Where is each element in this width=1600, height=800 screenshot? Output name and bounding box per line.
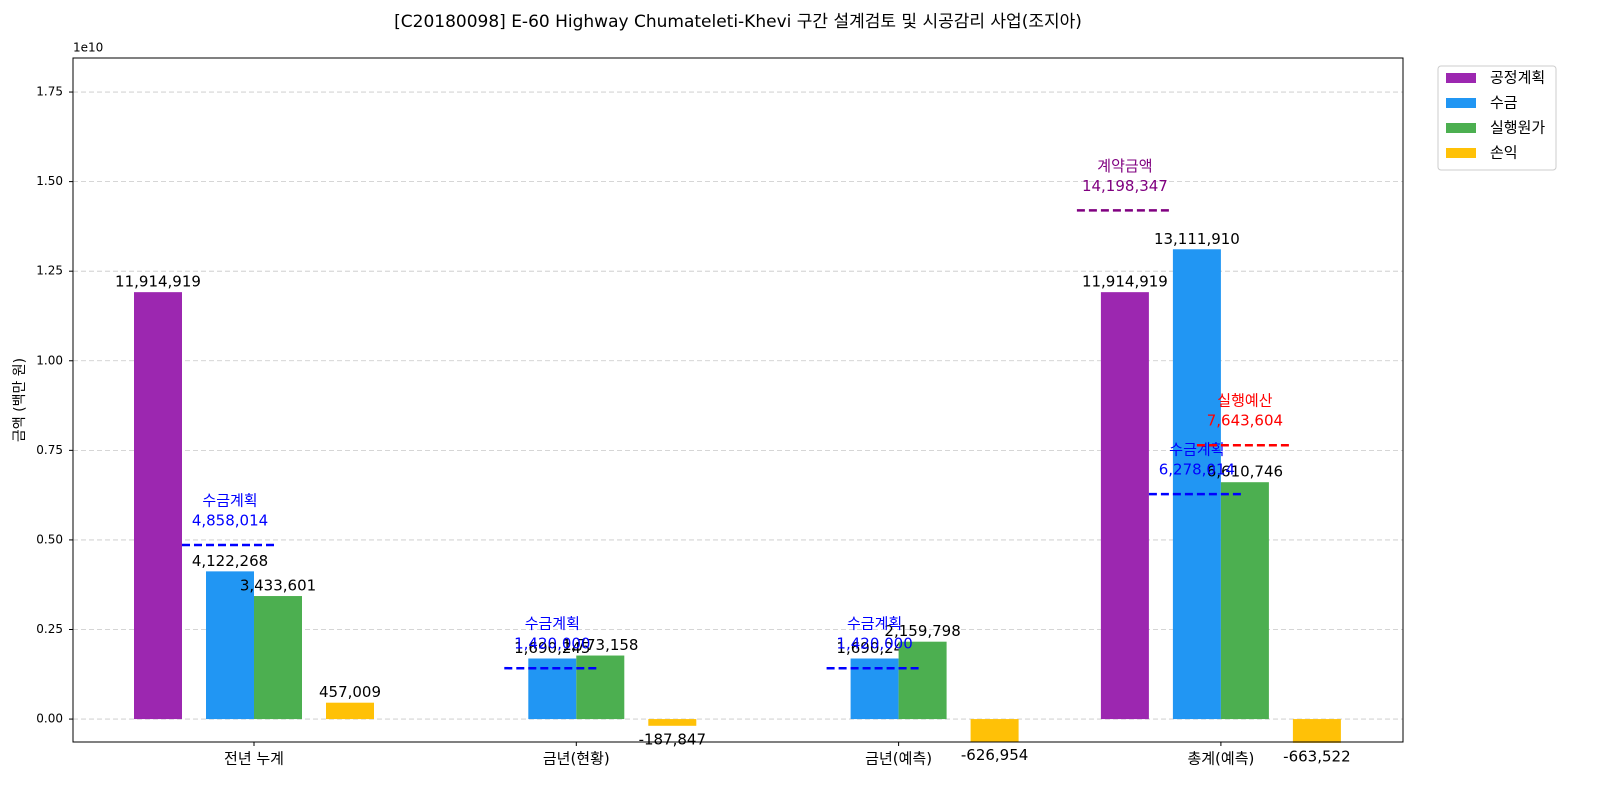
reference-value-label: 14,198,347 (1082, 177, 1168, 195)
reference-value-label: 7,643,604 (1207, 412, 1283, 430)
y-tick-label: 1.25 (36, 264, 63, 278)
data-label: 4,122,268 (192, 552, 268, 570)
x-tick-label: 총계(예측) (1187, 750, 1254, 768)
bar (326, 702, 374, 720)
reference-value-label: 1,420,000 (514, 635, 590, 653)
y-tick-label: 1.75 (36, 85, 63, 99)
data-label: 1,690,245 (514, 639, 590, 657)
reference-label: 수금계획 (202, 492, 257, 510)
legend-swatch (1446, 73, 1476, 83)
y-tick-label: 0.75 (36, 443, 63, 457)
reference-label: 계약금액 (1097, 157, 1152, 175)
bar (1100, 292, 1149, 720)
reference-value-label: 6,278,014 (1159, 461, 1235, 479)
bar (648, 719, 697, 726)
bar (1220, 482, 1269, 720)
y-axis-label: 금액 (백만 원) (12, 358, 28, 442)
x-tick-label: 전년 누계 (224, 750, 284, 768)
x-tick-label: 금년(예측) (865, 750, 932, 768)
legend-label: 공정계획 (1490, 69, 1545, 87)
y-tick-label: 0.50 (36, 532, 63, 546)
reference-value-label: 1,420,000 (836, 635, 912, 653)
reference-label: 수금계획 (525, 615, 580, 633)
bar (970, 719, 1019, 742)
legend-swatch (1446, 123, 1476, 133)
legend-label: 실행원가 (1490, 119, 1545, 137)
chart-title: [C20180098] E-60 Highway Chumateleti-Khe… (394, 12, 1082, 32)
y-offset-label: 1e10 (73, 41, 103, 55)
data-label: 457,009 (319, 683, 381, 701)
legend-swatch (1446, 98, 1476, 108)
data-label: 1,690,245 (836, 639, 912, 657)
data-label: 11,914,919 (1082, 273, 1168, 291)
reference-label: 수금계획 (847, 615, 902, 633)
legend-label: 손익 (1490, 144, 1518, 162)
reference-label: 수금계획 (1169, 441, 1224, 459)
legend-label: 수금 (1490, 94, 1518, 112)
reference-label: 실행예산 (1217, 392, 1272, 410)
bar (254, 596, 302, 720)
y-tick-label: 0.25 (36, 622, 63, 636)
y-tick-label: 1.50 (36, 174, 63, 188)
legend-box (1437, 65, 1557, 171)
data-label: -187,847 (639, 730, 706, 748)
data-label: 6,610,746 (1207, 463, 1283, 481)
y-tick-label: 1.00 (36, 353, 63, 367)
plot-frame (72, 57, 1404, 743)
reference-value-label: 4,858,014 (192, 512, 268, 530)
data-label: 13,111,910 (1154, 230, 1240, 248)
bar (1172, 249, 1221, 720)
bar (206, 571, 254, 720)
data-label: 11,914,919 (115, 273, 201, 291)
data-label: -626,954 (961, 746, 1028, 764)
bar (1292, 719, 1341, 743)
bar (898, 641, 947, 720)
legend-swatch (1446, 148, 1476, 158)
bar (576, 655, 625, 720)
data-label: 3,433,601 (240, 577, 316, 595)
bar (134, 292, 182, 720)
x-tick-label: 금년(현황) (543, 750, 610, 768)
data-label: -663,522 (1283, 747, 1350, 765)
data-label: 2,159,798 (884, 622, 960, 640)
y-tick-label: 0.00 (36, 712, 63, 726)
data-label: 1,773,158 (562, 636, 638, 654)
